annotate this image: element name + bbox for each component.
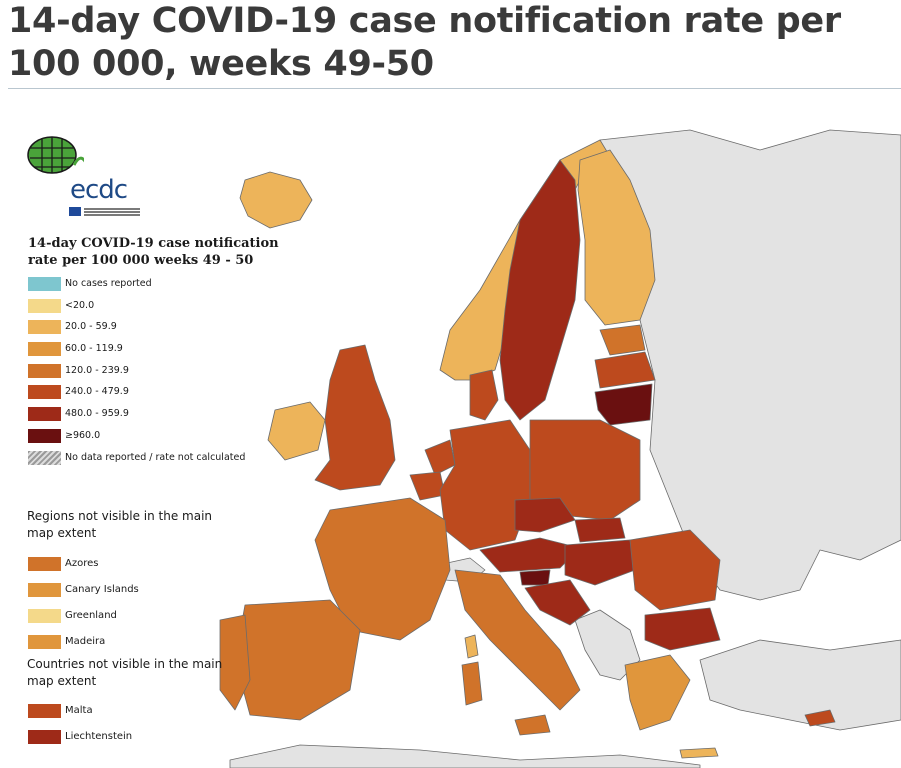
legend-label: 120.0 - 239.9 bbox=[65, 364, 129, 376]
legend-swatch bbox=[28, 298, 61, 313]
europe-map bbox=[219, 129, 901, 768]
lithuania bbox=[594, 383, 653, 426]
italy bbox=[454, 569, 581, 711]
legend-swatch bbox=[28, 320, 61, 335]
map-panel: ecdc 14-day COVID-19 case notification r… bbox=[0, 120, 901, 768]
finland bbox=[577, 149, 656, 326]
legend-swatch bbox=[28, 609, 61, 623]
germany bbox=[439, 419, 531, 551]
slovenia bbox=[519, 569, 551, 586]
legend-label: Greenland bbox=[65, 610, 117, 621]
legend-label: 240.0 - 479.9 bbox=[65, 386, 129, 398]
latvia bbox=[594, 351, 656, 389]
estonia bbox=[599, 324, 646, 356]
legend-swatch bbox=[28, 450, 61, 465]
sweden bbox=[499, 159, 581, 421]
legend-title: 14-day COVID-19 case notification rate p… bbox=[28, 236, 279, 268]
legend-label: <20.0 bbox=[65, 299, 95, 311]
iceland bbox=[239, 171, 313, 229]
corsica bbox=[464, 634, 479, 659]
denmark bbox=[469, 369, 499, 421]
croatia bbox=[524, 579, 591, 626]
legend-swatch bbox=[28, 583, 61, 597]
legend-label: Canary Islands bbox=[65, 584, 139, 595]
france bbox=[314, 497, 451, 641]
globe-icon bbox=[27, 136, 84, 174]
belgium bbox=[409, 471, 446, 501]
logo-text: ecdc bbox=[70, 175, 128, 205]
legend-label: Liechtenstein bbox=[65, 731, 133, 742]
netherlands bbox=[424, 439, 456, 476]
legend-label: Azores bbox=[65, 558, 99, 569]
legend-label: 20.0 - 59.9 bbox=[65, 321, 117, 333]
countries-heading: Countries not visible in the main map ex… bbox=[27, 657, 223, 688]
cyprus bbox=[804, 709, 836, 727]
ireland bbox=[267, 401, 326, 461]
czechia bbox=[514, 497, 576, 533]
legend-label: No data reported / rate not calculated bbox=[65, 451, 246, 463]
legend-swatch bbox=[28, 385, 61, 400]
legend-label: Madeira bbox=[65, 636, 106, 647]
page-title: 14-day COVID-19 case notification rate p… bbox=[8, 1, 841, 84]
greece bbox=[624, 654, 691, 731]
portugal bbox=[219, 614, 251, 711]
legend-swatch bbox=[28, 342, 61, 357]
legend-label: No cases reported bbox=[65, 278, 152, 289]
legend-label: ≥960.0 bbox=[65, 429, 101, 441]
crete bbox=[679, 747, 719, 759]
spain bbox=[234, 599, 361, 721]
legend-label: Malta bbox=[65, 705, 93, 716]
legend-swatch bbox=[28, 407, 61, 422]
legend-swatch bbox=[28, 635, 61, 649]
eu-flag-icon bbox=[69, 207, 81, 216]
ecdc-logo: ecdc bbox=[24, 130, 140, 222]
legend-label: 480.0 - 959.9 bbox=[65, 408, 129, 420]
romania bbox=[629, 529, 721, 611]
regions-heading: Regions not visible in the main map exte… bbox=[27, 509, 213, 540]
sardinia bbox=[461, 661, 483, 706]
legend-swatch bbox=[28, 730, 61, 744]
legend-label: 60.0 - 119.9 bbox=[65, 343, 123, 355]
hungary bbox=[564, 539, 636, 586]
legend-swatch bbox=[28, 363, 61, 378]
bulgaria bbox=[644, 607, 721, 651]
north-africa bbox=[229, 744, 701, 768]
logo-subtitle bbox=[84, 208, 140, 217]
sicily bbox=[514, 714, 551, 736]
title-divider bbox=[8, 88, 901, 89]
legend-swatch bbox=[28, 277, 61, 291]
legend-swatch bbox=[28, 428, 61, 443]
legend-swatch bbox=[28, 557, 61, 571]
slovakia bbox=[574, 517, 626, 543]
united-kingdom bbox=[314, 344, 396, 491]
turkey-land bbox=[699, 639, 901, 731]
legend-swatch bbox=[28, 704, 61, 718]
